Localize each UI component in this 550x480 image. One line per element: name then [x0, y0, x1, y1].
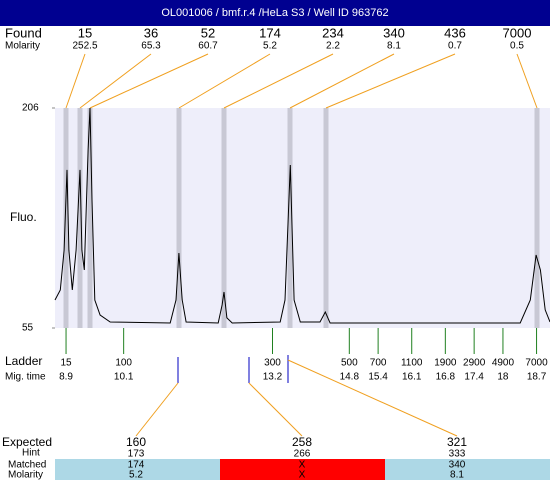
row-bg-missing [220, 459, 385, 480]
y-axis-label: Fluo. [10, 210, 37, 224]
hint-size: 333 [449, 449, 466, 460]
found-size: 7000 [503, 25, 532, 40]
peak-leader [289, 53, 395, 109]
peak-band [221, 108, 227, 328]
ladder-time: 14.8 [340, 372, 360, 383]
peak-leader [65, 53, 86, 109]
ladder-size: 1900 [434, 358, 457, 369]
ladder-time: 16.8 [436, 372, 456, 383]
peak-leader [516, 53, 538, 109]
ladder-size: 2900 [463, 358, 486, 369]
peak-leader [178, 53, 271, 109]
peak-band [534, 108, 540, 328]
ladder-time: 15.4 [368, 372, 388, 383]
peak-band [287, 108, 293, 328]
ladder-time: 17.4 [464, 372, 484, 383]
found-size: 436 [444, 25, 466, 40]
molarity-label: Molarity [5, 41, 40, 52]
found-size: 36 [144, 25, 158, 40]
found-size: 234 [322, 25, 344, 40]
plot-area [55, 108, 550, 328]
found-molarity: 0.7 [448, 41, 462, 52]
hint-label: Hint [22, 448, 40, 459]
matched-molarity: X [299, 470, 306, 480]
matched-size: X [299, 460, 306, 471]
found-size: 340 [383, 25, 405, 40]
matched-molarity: 5.2 [129, 470, 143, 480]
found-molarity: 2.2 [326, 41, 340, 52]
peak-band [87, 108, 93, 328]
peak-leader [223, 53, 334, 109]
peak-band [63, 108, 69, 328]
matched-size: 174 [128, 460, 145, 471]
found-molarity: 252.5 [72, 41, 97, 52]
ladder-time: 18.7 [527, 372, 547, 383]
trace [54, 107, 550, 324]
expected-leader [248, 382, 303, 437]
ladder-time: 13.2 [263, 372, 283, 383]
expected-size: 321 [447, 435, 467, 449]
expected-leader [135, 382, 179, 437]
ladder-size: 15 [60, 358, 72, 369]
y-tick-label: 55 [22, 323, 34, 334]
expected-label: Expected [2, 435, 52, 449]
mig-time-label: Mig. time [5, 372, 46, 383]
expected-size: 160 [126, 435, 146, 449]
peak-band [323, 108, 329, 328]
found-size: 174 [259, 25, 281, 40]
ladder-size: 500 [341, 358, 358, 369]
ladder-label: Ladder [5, 354, 42, 368]
found-size: 52 [201, 25, 215, 40]
found-molarity: 60.7 [198, 41, 218, 52]
found-molarity: 5.2 [263, 41, 277, 52]
hint-size: 173 [128, 449, 145, 460]
peak-band [77, 108, 83, 328]
peak-leader [325, 53, 456, 109]
ladder-size: 7000 [525, 358, 548, 369]
matched-size: 340 [449, 460, 466, 471]
found-size: 15 [78, 25, 92, 40]
title: OL001006 / bmf.r.4 /HeLa S3 / Well ID 96… [161, 7, 388, 19]
ladder-size: 4900 [492, 358, 515, 369]
hint-size: 266 [294, 449, 311, 460]
ladder-time: 16.1 [402, 372, 422, 383]
molarity-label: Molarity [8, 470, 43, 480]
peak-leader [79, 53, 152, 109]
matched-molarity: 8.1 [450, 470, 464, 480]
matched-label: Matched [8, 460, 46, 471]
ladder-size: 100 [115, 358, 132, 369]
ladder-time: 18 [497, 372, 509, 383]
ladder-time: 8.9 [59, 372, 73, 383]
found-label: Found [5, 25, 42, 40]
ladder-size: 700 [370, 358, 387, 369]
found-molarity: 0.5 [510, 41, 524, 52]
title-bar [0, 0, 550, 26]
ladder-size: 1100 [401, 358, 423, 369]
y-tick-label: 206 [22, 103, 39, 114]
peak-band [176, 108, 182, 328]
expected-leader [287, 359, 458, 437]
ladder-time: 10.1 [114, 372, 134, 383]
peak-leader [89, 53, 209, 109]
found-molarity: 65.3 [141, 41, 161, 52]
expected-size: 258 [292, 435, 312, 449]
found-molarity: 8.1 [387, 41, 401, 52]
ladder-size: 300 [264, 358, 281, 369]
